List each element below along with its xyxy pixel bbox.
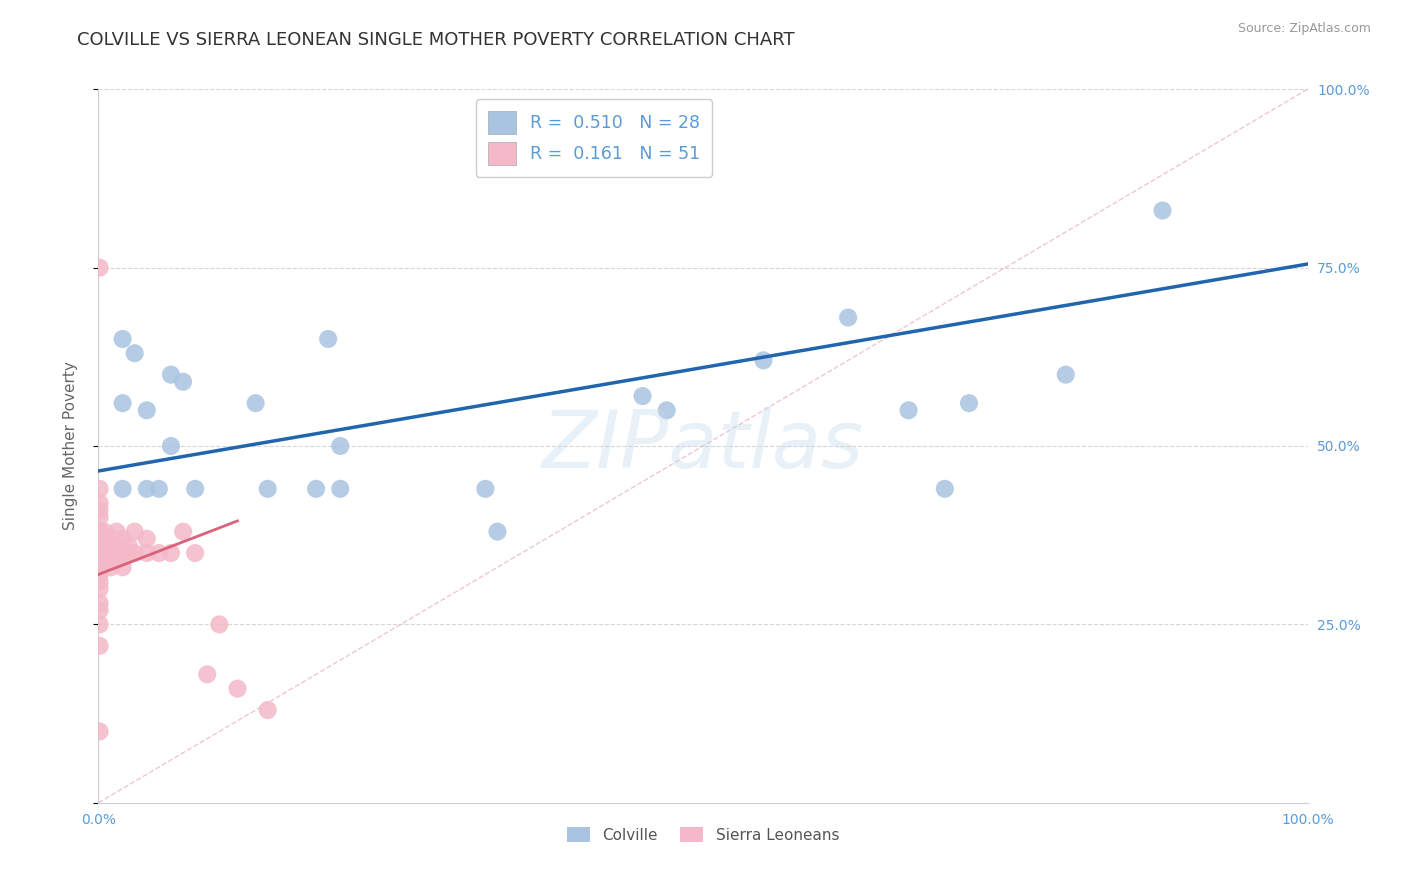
Point bbox=[316, 332, 339, 346]
Point bbox=[486, 524, 509, 539]
Point bbox=[1054, 368, 1077, 382]
Point bbox=[160, 439, 183, 453]
Point bbox=[89, 582, 111, 596]
Point bbox=[118, 546, 141, 560]
Point bbox=[89, 524, 111, 539]
Point bbox=[105, 553, 128, 567]
Point bbox=[474, 482, 496, 496]
Point bbox=[89, 546, 111, 560]
Point bbox=[89, 482, 111, 496]
Point bbox=[89, 510, 111, 524]
Point bbox=[135, 546, 157, 560]
Point bbox=[100, 560, 122, 574]
Point bbox=[957, 396, 980, 410]
Point bbox=[111, 332, 134, 346]
Text: ZIPatlas: ZIPatlas bbox=[541, 407, 865, 485]
Point bbox=[93, 539, 115, 553]
Point bbox=[111, 482, 134, 496]
Point bbox=[100, 532, 122, 546]
Point bbox=[89, 539, 111, 553]
Point bbox=[631, 389, 654, 403]
Point bbox=[305, 482, 328, 496]
Point bbox=[184, 546, 207, 560]
Point bbox=[184, 482, 207, 496]
Point bbox=[837, 310, 859, 325]
Point bbox=[89, 546, 111, 560]
Point bbox=[245, 396, 267, 410]
Point bbox=[329, 482, 352, 496]
Text: Source: ZipAtlas.com: Source: ZipAtlas.com bbox=[1237, 22, 1371, 36]
Point bbox=[93, 524, 115, 539]
Point bbox=[89, 724, 111, 739]
Point bbox=[256, 703, 278, 717]
Point bbox=[208, 617, 231, 632]
Point bbox=[89, 260, 111, 275]
Point bbox=[111, 546, 134, 560]
Point bbox=[89, 603, 111, 617]
Point bbox=[89, 553, 111, 567]
Point bbox=[91, 553, 114, 567]
Point bbox=[111, 396, 134, 410]
Point bbox=[89, 524, 111, 539]
Point bbox=[100, 546, 122, 560]
Point bbox=[105, 524, 128, 539]
Point bbox=[89, 617, 111, 632]
Point bbox=[89, 574, 111, 589]
Point bbox=[111, 560, 134, 574]
Point bbox=[89, 560, 111, 574]
Text: COLVILLE VS SIERRA LEONEAN SINGLE MOTHER POVERTY CORRELATION CHART: COLVILLE VS SIERRA LEONEAN SINGLE MOTHER… bbox=[77, 31, 794, 49]
Y-axis label: Single Mother Poverty: Single Mother Poverty bbox=[63, 361, 77, 531]
Point bbox=[124, 346, 146, 360]
Point bbox=[172, 375, 194, 389]
Point bbox=[148, 546, 170, 560]
Point bbox=[752, 353, 775, 368]
Point bbox=[934, 482, 956, 496]
Point bbox=[160, 546, 183, 560]
Point bbox=[135, 482, 157, 496]
Point bbox=[89, 503, 111, 517]
Point bbox=[897, 403, 920, 417]
Point bbox=[94, 546, 117, 560]
Point bbox=[118, 539, 141, 553]
Point bbox=[135, 403, 157, 417]
Point bbox=[148, 482, 170, 496]
Point bbox=[256, 482, 278, 496]
Point bbox=[195, 667, 218, 681]
Point bbox=[655, 403, 678, 417]
Point bbox=[89, 567, 111, 582]
Point bbox=[105, 539, 128, 553]
Point bbox=[89, 496, 111, 510]
Point bbox=[97, 539, 120, 553]
Point bbox=[89, 532, 111, 546]
Point bbox=[111, 532, 134, 546]
Point bbox=[91, 539, 114, 553]
Point bbox=[89, 639, 111, 653]
Point bbox=[160, 368, 183, 382]
Point bbox=[135, 532, 157, 546]
Point bbox=[1152, 203, 1174, 218]
Legend: Colville, Sierra Leoneans: Colville, Sierra Leoneans bbox=[561, 821, 845, 848]
Point bbox=[96, 532, 118, 546]
Point bbox=[329, 439, 352, 453]
Point bbox=[124, 546, 146, 560]
Point bbox=[89, 596, 111, 610]
Point bbox=[172, 524, 194, 539]
Point bbox=[124, 524, 146, 539]
Point bbox=[226, 681, 249, 696]
